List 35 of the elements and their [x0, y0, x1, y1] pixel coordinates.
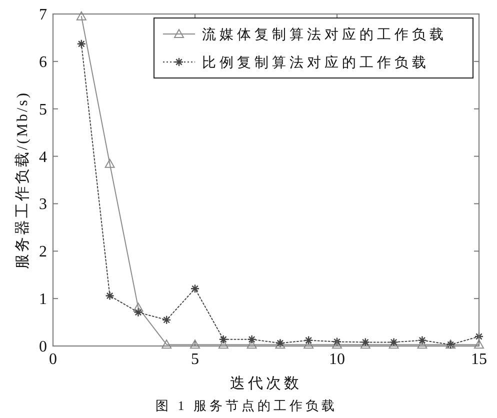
point: [104, 158, 115, 168]
y-tick-label: 7: [39, 6, 47, 24]
x-tick-label: 5: [191, 351, 199, 368]
legend-label: 比例复制算法对应的工作负载: [202, 55, 430, 71]
y-tick-label: 2: [39, 244, 47, 261]
x-tick-label: 10: [329, 351, 345, 368]
point: [162, 315, 172, 325]
point: [105, 291, 114, 300]
point: [474, 332, 484, 342]
point: [247, 334, 256, 344]
point: [133, 302, 144, 312]
y-tick-label: 0: [39, 338, 47, 356]
x-axis-title: 迭代次数: [230, 375, 302, 392]
point: [190, 340, 200, 349]
y-tick-label: 4: [39, 148, 47, 166]
point: [332, 337, 342, 346]
y-tick-label: 5: [39, 101, 47, 118]
y-axis-title: 服务器工作负载/(Mb/s): [14, 91, 31, 269]
point: [418, 336, 427, 345]
legend-label: 流媒体复制算法对应的工作负载: [202, 27, 447, 43]
point: [246, 340, 257, 349]
y-tick-label: 3: [39, 196, 47, 214]
point: [218, 340, 228, 349]
point: [76, 39, 86, 48]
y-tick-label: 1: [39, 291, 47, 308]
point: [76, 11, 86, 20]
point: [162, 340, 172, 349]
x-tick-label: 15: [471, 351, 487, 368]
caption: 图 1 服务节点的工作负载: [156, 398, 338, 413]
y-tick-label: 6: [39, 54, 47, 71]
point: [134, 308, 143, 317]
point: [474, 340, 484, 349]
point: [304, 336, 314, 345]
point: [218, 334, 228, 344]
point: [190, 284, 200, 294]
